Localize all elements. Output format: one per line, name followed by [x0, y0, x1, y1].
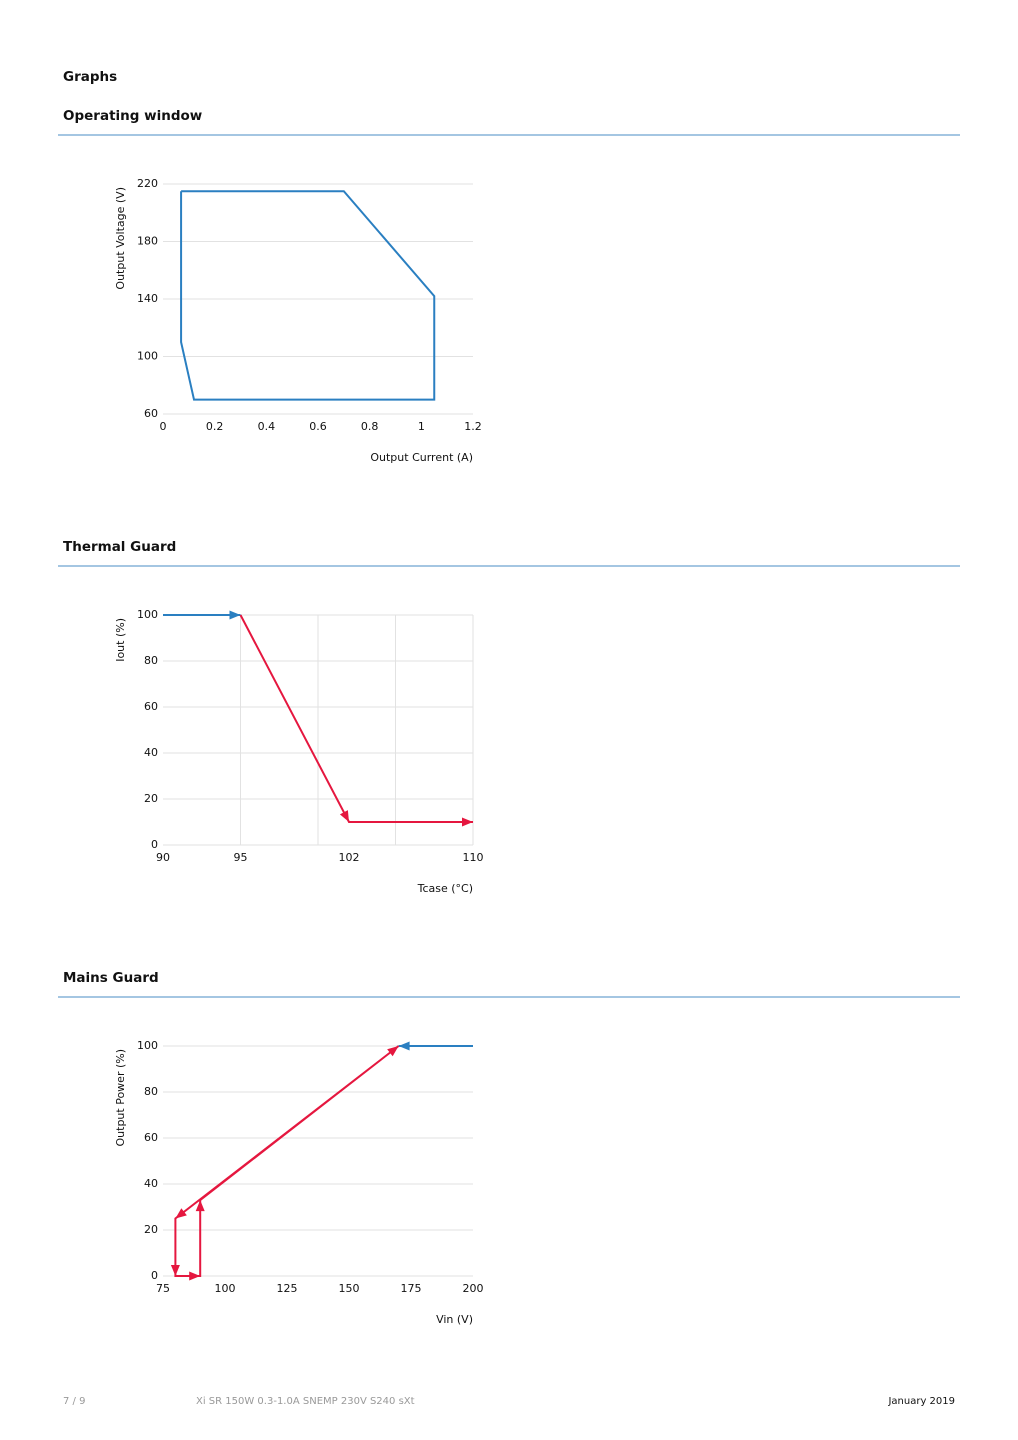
arrow-head: [189, 1271, 201, 1281]
data-line: [174, 1045, 400, 1277]
arrow-head: [462, 817, 473, 827]
x-tick-label: 125: [277, 1282, 298, 1295]
x-tick-label: 0.8: [361, 420, 379, 433]
y-tick-label: 0: [151, 1269, 158, 1282]
x-tick-label: 200: [463, 1282, 484, 1295]
x-tick-label: 0.6: [309, 420, 327, 433]
y-tick-label: 40: [144, 746, 158, 759]
section-title: Operating window: [63, 108, 202, 124]
x-axis-label: Tcase (°C): [417, 882, 473, 895]
y-tick-label: 140: [137, 292, 158, 305]
x-tick-label: 150: [339, 1282, 360, 1295]
arrow-head: [387, 1046, 399, 1057]
product-name: Xi SR 150W 0.3-1.0A SNEMP 230V S240 sXt: [196, 1396, 415, 1407]
x-tick-label: 1.2: [464, 420, 482, 433]
x-axis-label: Vin (V): [436, 1313, 473, 1326]
x-tick-label: 100: [215, 1282, 236, 1295]
y-axis-label: Output Voltage (V): [114, 187, 127, 290]
arrow-head: [229, 610, 241, 620]
y-axis-label: Iout (%): [114, 618, 127, 662]
y-tick-label: 0: [151, 838, 158, 851]
page-heading: Graphs: [63, 69, 117, 85]
page-number: 7 / 9: [63, 1396, 85, 1407]
date: January 2019: [887, 1396, 955, 1407]
y-tick-label: 100: [137, 350, 158, 363]
y-tick-label: 80: [144, 1085, 158, 1098]
arrow-head: [195, 1200, 205, 1212]
x-tick-label: 95: [234, 851, 248, 864]
arrow-head: [175, 1208, 187, 1219]
y-tick-label: 100: [137, 1039, 158, 1052]
arrow-head: [398, 1041, 410, 1051]
data-line: [239, 614, 473, 823]
x-axis-label: Output Current (A): [370, 451, 473, 464]
y-tick-label: 60: [144, 700, 158, 713]
arrow-head: [170, 1265, 180, 1276]
y-tick-label: 100: [137, 608, 158, 621]
section-title: Mains Guard: [63, 970, 159, 986]
y-tick-label: 40: [144, 1177, 158, 1190]
x-tick-label: 0.2: [206, 420, 224, 433]
y-tick-label: 60: [144, 407, 158, 420]
data-line: [180, 190, 436, 401]
x-tick-label: 75: [156, 1282, 170, 1295]
y-tick-label: 20: [144, 792, 158, 805]
y-tick-label: 80: [144, 654, 158, 667]
section-title: Thermal Guard: [63, 539, 176, 555]
y-tick-label: 20: [144, 1223, 158, 1236]
x-tick-label: 0: [160, 420, 167, 433]
y-tick-label: 220: [137, 177, 158, 190]
x-tick-label: 110: [463, 851, 484, 864]
y-tick-label: 180: [137, 235, 158, 248]
x-tick-label: 102: [339, 851, 360, 864]
y-tick-label: 60: [144, 1131, 158, 1144]
arrow-head: [339, 810, 349, 822]
x-tick-label: 90: [156, 851, 170, 864]
x-tick-label: 1: [418, 420, 425, 433]
x-tick-label: 0.4: [258, 420, 276, 433]
x-tick-label: 175: [401, 1282, 422, 1295]
y-axis-label: Output Power (%): [114, 1049, 127, 1147]
